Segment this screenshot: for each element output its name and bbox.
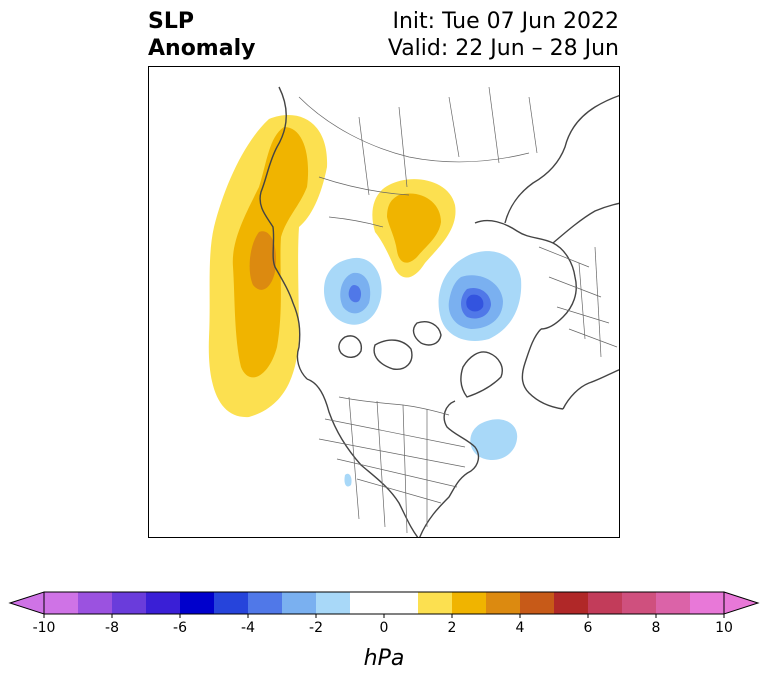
colorbar-tick-label: -8 [105,620,119,636]
colorbar-segments [8,591,760,615]
colorbar-segment [78,592,113,614]
polar-map [148,66,620,538]
contour-southwest-small-blob [344,473,352,487]
colorbar-segment [418,592,453,614]
contour-pacific-3-4 [249,231,277,290]
map-title: SLP Anomaly [148,8,255,62]
colorbar-tick-label: 8 [652,620,661,636]
colorbar-segment [520,592,555,614]
coastlines [259,86,619,537]
colorbar-segment [588,592,623,614]
colorbar-extend-min [8,591,45,615]
colorbar-segment [384,592,419,614]
colorbar-segment [282,592,317,614]
country-borders [298,86,618,534]
colorbar-tick-label: 0 [380,620,389,636]
anomaly-positive-barents [372,179,456,278]
colorbar-segment [452,592,487,614]
contour-siberia-3-4 [348,285,362,303]
colorbar-segment [248,592,283,614]
colorbar-tick-label: 6 [584,620,593,636]
anomaly-negative-scandinavia [438,251,522,341]
colorbar: -10 -8 -6 -4 -2 0 2 4 6 8 10 [8,591,760,636]
colorbar-unit-label: hPa [363,646,405,671]
anomaly-negative-siberia [323,257,382,325]
colorbar-tick-label: -2 [309,620,323,636]
colorbar-tick-label: -4 [241,620,255,636]
map-title-line2: Anomaly [148,36,256,61]
colorbar-segment [690,592,725,614]
colorbar-segment [146,592,181,614]
polar-map-canvas [208,86,619,537]
contour-scandinavia-4-5 [466,294,484,312]
colorbar-tick-label: -10 [33,620,56,636]
colorbar-segment [350,592,385,614]
colorbar-ticks: -10 -8 -6 -4 -2 0 2 4 6 8 10 [33,614,733,636]
colorbar-segment [486,592,521,614]
valid-range: Valid: 22 Jun – 28 Jun [387,36,619,61]
colorbar-segment [554,592,589,614]
colorbar-segment [622,592,657,614]
anomaly-positive-pacific [208,115,328,418]
colorbar-segment [214,592,249,614]
colorbar-tick-label: 2 [448,620,457,636]
colorbar-tick-label: 10 [715,620,733,636]
init-date: Init: Tue 07 Jun 2022 [392,9,620,34]
colorbar-segment [44,592,79,614]
contour-barents-2-3 [387,193,441,263]
colorbar-segment [656,592,691,614]
map-title-line1: SLP [148,9,194,34]
forecast-dates: Init: Tue 07 Jun 2022 Valid: 22 Jun – 28… [388,8,619,62]
colorbar-segment [316,592,351,614]
colorbar-segment [180,592,215,614]
colorbar-tick-label: -6 [173,620,187,636]
colorbar-segment [112,592,147,614]
colorbar-extend-max [723,591,760,615]
anomaly-negative-atlantic [344,419,518,487]
colorbar-tick-label: 4 [516,620,525,636]
contour-atlantic-1-2 [470,419,518,461]
